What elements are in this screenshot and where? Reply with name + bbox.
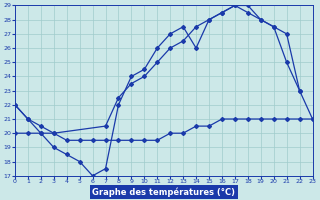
X-axis label: Graphe des températures (°C): Graphe des températures (°C): [92, 187, 235, 197]
